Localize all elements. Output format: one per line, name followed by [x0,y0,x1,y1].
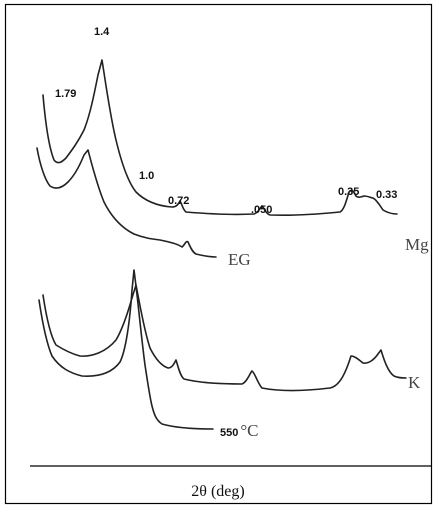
trace-label-k: K [408,373,421,392]
peak-label-0-72: 0.72 [168,195,189,207]
x-axis-label: 2θ (deg) [191,483,244,500]
peak-label-0-35: 0.35 [338,186,359,198]
chart-border [4,3,433,505]
trace-k [42,284,407,392]
trace-label-mg: Mg [405,235,429,254]
trace-eg [36,147,217,258]
peak-label-1-79: 1.79 [55,88,76,100]
trace-label-eg: EG [228,250,251,269]
trace-label-550-unit: °C [240,421,258,440]
peak-label-050: .050 [251,204,272,216]
peak-label-1-0: 1.0 [139,170,154,182]
trace-label-550: 550 °C [220,421,259,440]
trace-mg [42,59,398,217]
trace-550 [38,269,214,430]
peak-label-1-4: 1.4 [94,26,110,38]
peak-label-0-33: 0.33 [376,189,397,201]
trace-label-550-value: 550 [220,427,238,439]
